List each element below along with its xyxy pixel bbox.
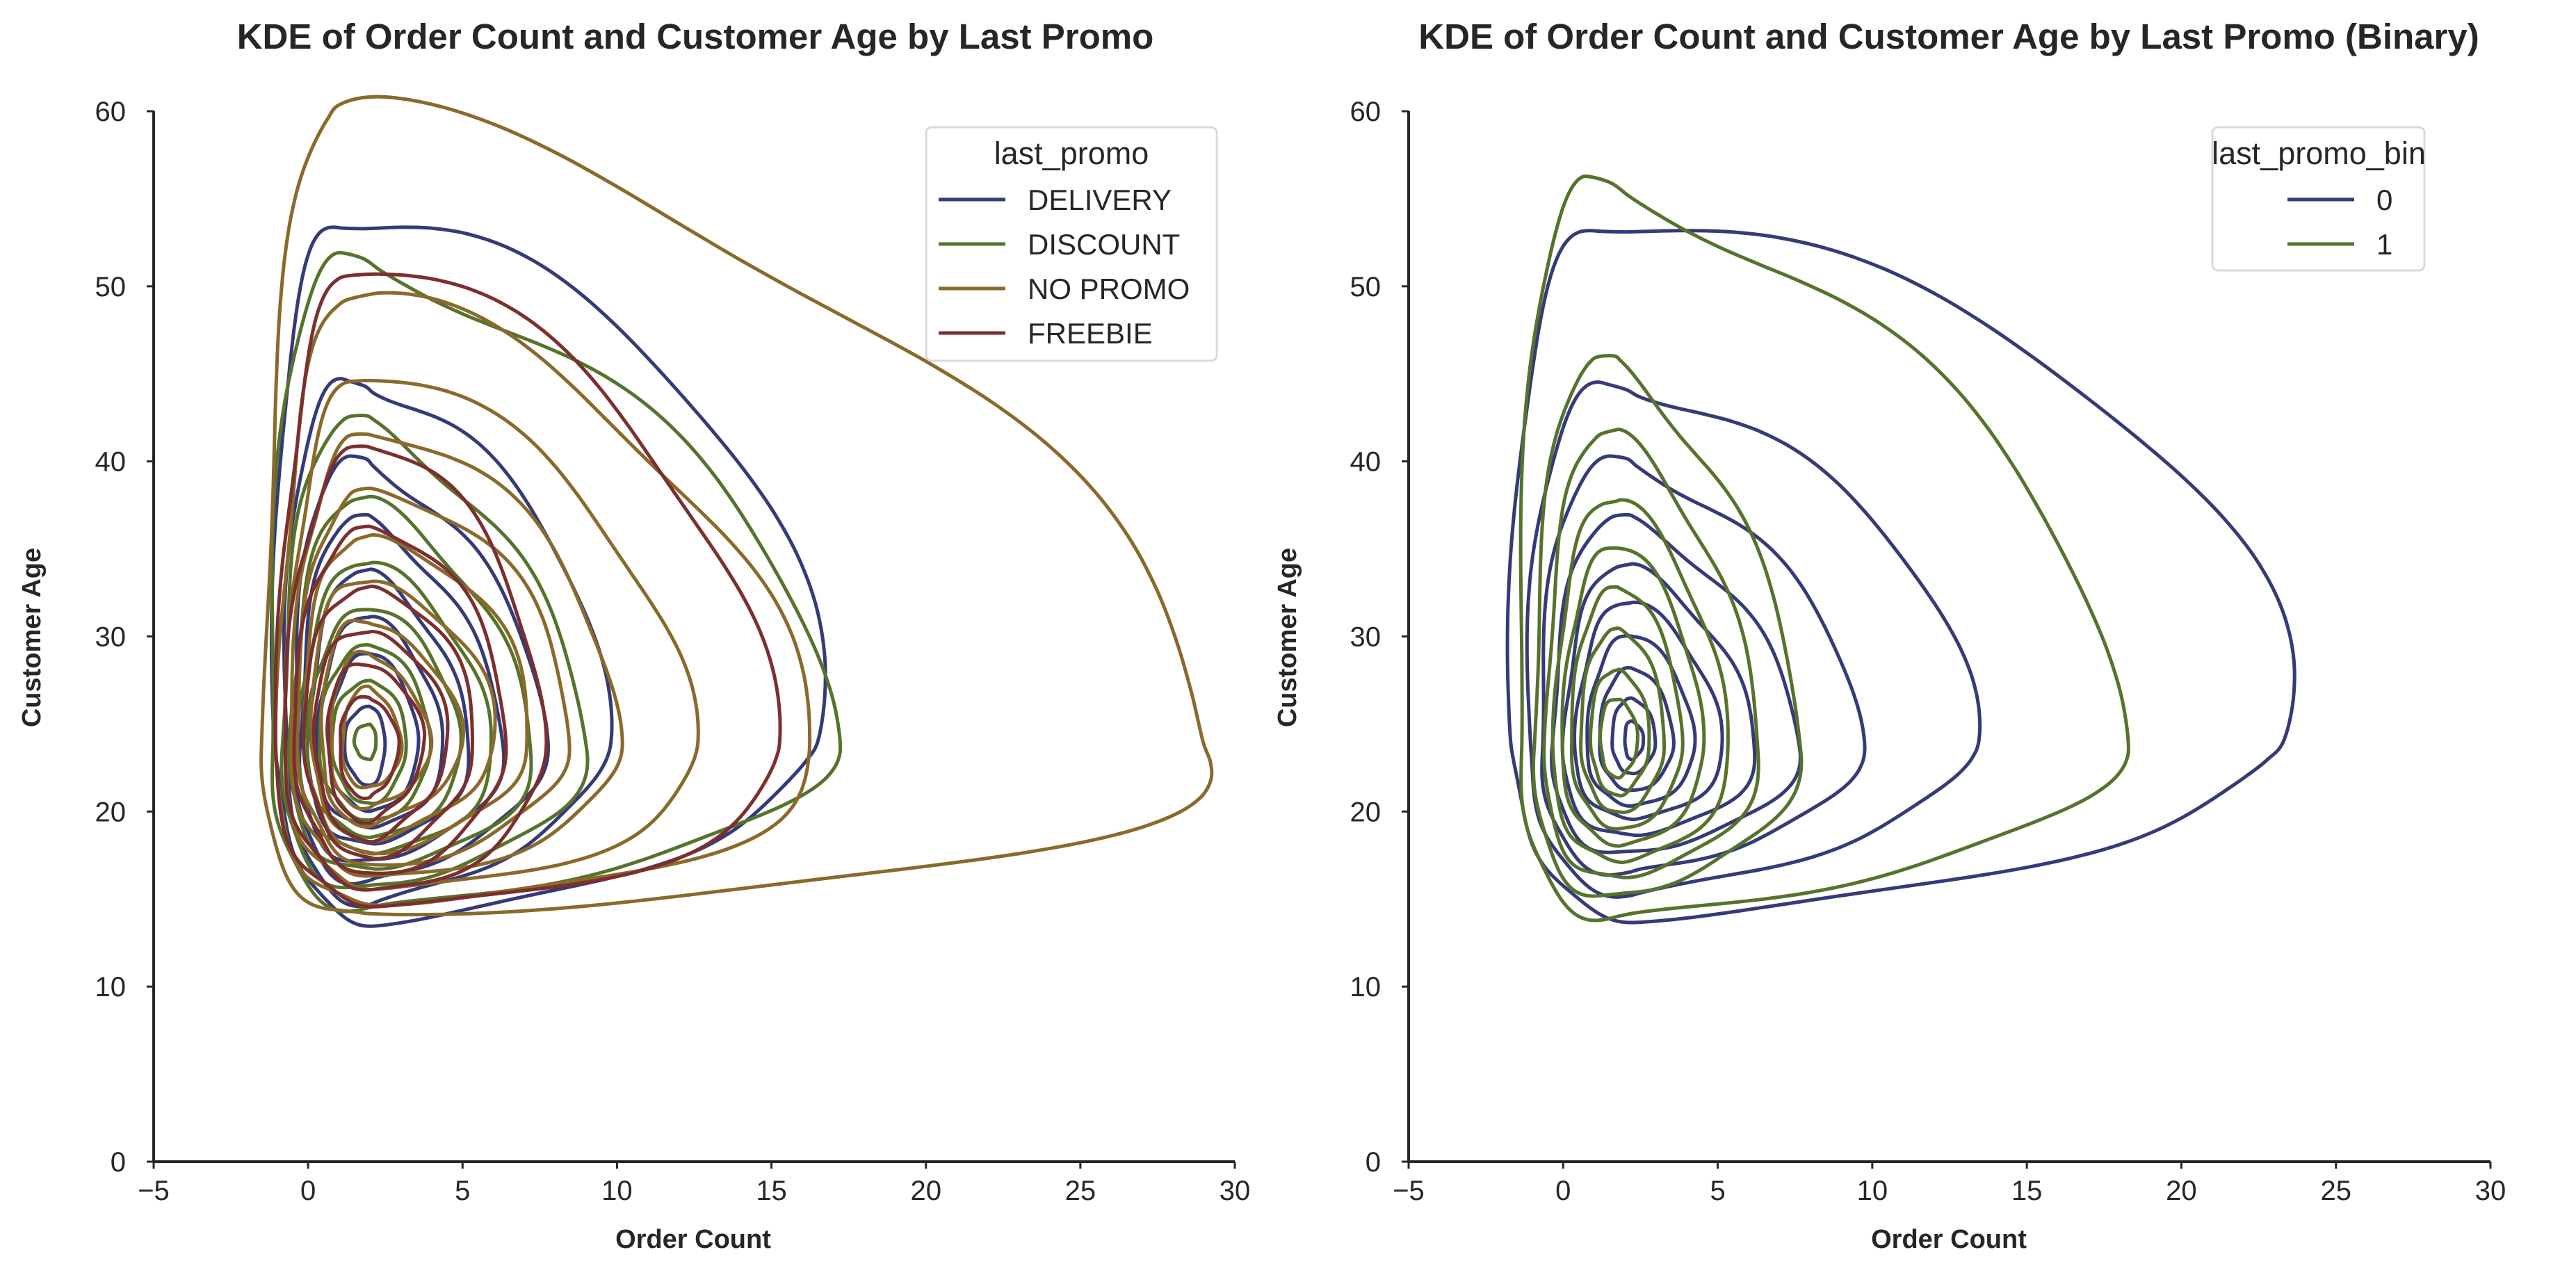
series-0 — [1505, 229, 2296, 925]
x-tick-label: 10 — [601, 1176, 633, 1206]
x-tick-label: −5 — [138, 1176, 170, 1206]
y-tick-label: 0 — [111, 1147, 126, 1178]
contour-no-promo-level-8 — [319, 618, 466, 829]
contour-1-level-1 — [1518, 174, 2130, 923]
legend-items: 01 — [2287, 184, 2392, 261]
contour-freebie-level-3 — [292, 524, 508, 875]
legend: last_promo DELIVERY DISCOUNT NO PROMO FREEB… — [925, 126, 1218, 362]
y-axis-label: Customer Age — [1273, 548, 1302, 727]
legend-item-delivery: DELIVERY — [939, 184, 1172, 216]
legend-label: FREEBIE — [1028, 317, 1153, 350]
legend-label: 1 — [2376, 228, 2392, 261]
legend-item-0: 0 — [2287, 184, 2392, 216]
tick-layer: −5 0 5 10 15 20 25 30 0 10 20 30 40 50 60 — [95, 97, 1251, 1206]
contour-freebie-level-4 — [302, 584, 474, 861]
contour-0-level-3 — [1540, 454, 1867, 877]
y-tick-label: 50 — [1350, 272, 1382, 302]
legend-label: NO PROMO — [1028, 273, 1190, 305]
y-tick-label: 50 — [95, 272, 127, 302]
x-axis-label: Order Count — [615, 1225, 771, 1254]
chart-title: KDE of Order Count and Customer Age by L… — [1418, 17, 2479, 56]
contour-1-level-9 — [1598, 697, 1639, 780]
y-tick-label: 20 — [95, 797, 127, 827]
contour-freebie-level-2 — [283, 444, 549, 892]
contour-0-level-1 — [1505, 229, 2296, 925]
legend-item-no-promo: NO PROMO — [939, 273, 1190, 305]
y-tick-label: 40 — [1350, 447, 1382, 478]
y-tick-label: 40 — [95, 447, 127, 478]
contour-1-level-4 — [1550, 498, 1730, 864]
contour-1-level-8 — [1588, 667, 1651, 798]
x-tick-label: 20 — [2166, 1176, 2197, 1206]
legend-frame — [925, 126, 1218, 362]
x-tick-label: 20 — [910, 1176, 941, 1206]
contour-1-level-5 — [1560, 546, 1706, 848]
legend-item-discount: DISCOUNT — [939, 228, 1180, 261]
y-tick-label: 0 — [1366, 1147, 1381, 1178]
legend-items: DELIVERY DISCOUNT NO PROMO FREEBIE — [939, 184, 1190, 350]
chart-title: KDE of Order Count and Customer Age by L… — [237, 17, 1154, 56]
contour-0-level-2 — [1525, 380, 1982, 899]
legend-item-1: 1 — [2287, 228, 2392, 261]
kde-panel-last-promo-binary: KDE of Order Count and Customer Age by L… — [1273, 17, 2506, 1254]
y-tick-label: 10 — [95, 972, 127, 1002]
contour-freebie-level-6 — [325, 662, 427, 825]
legend-title: last_promo_bin — [2212, 136, 2426, 171]
x-tick-label: 5 — [1710, 1176, 1725, 1206]
x-tick-label: 5 — [455, 1176, 470, 1206]
contour-no-promo-level-5 — [295, 486, 572, 867]
contour-freebie-level-5 — [311, 629, 450, 844]
series-1 — [1518, 174, 2130, 923]
x-tick-label: 25 — [1065, 1176, 1096, 1206]
contour-no-promo-level-9 — [330, 649, 434, 811]
y-tick-label: 20 — [1350, 797, 1382, 827]
contour-discount-level-3 — [287, 494, 533, 871]
x-tick-label: −5 — [1393, 1176, 1425, 1206]
contour-0-level-7 — [1585, 634, 1697, 808]
x-tick-label: 10 — [1857, 1176, 1888, 1206]
legend-title: last_promo — [994, 136, 1149, 171]
series-freebie — [273, 272, 782, 909]
y-tick-label: 60 — [95, 97, 127, 127]
contour-1-level-2 — [1531, 354, 1804, 898]
x-tick-label: 15 — [2011, 1176, 2043, 1206]
contour-1-level-6 — [1570, 585, 1685, 831]
x-tick-label: 0 — [300, 1176, 316, 1206]
contour-no-promo-level-7 — [309, 579, 497, 844]
y-tick-label: 10 — [1350, 972, 1382, 1002]
contour-delivery-level-8 — [343, 704, 387, 787]
x-tick-label: 15 — [756, 1176, 787, 1206]
contour-discount-level-8 — [352, 722, 378, 762]
x-axis-label: Order Count — [1871, 1225, 2027, 1254]
contour-no-promo-level-1 — [259, 95, 1214, 917]
contour-layer — [259, 95, 1214, 928]
contour-freebie-level-7 — [339, 695, 401, 801]
contour-0-level-6 — [1573, 600, 1724, 822]
contour-1-level-7 — [1579, 626, 1667, 814]
contour-no-promo-level-10 — [340, 684, 404, 790]
contour-1-level-3 — [1542, 428, 1760, 879]
contour-delivery-level-4 — [298, 512, 506, 863]
y-tick-label: 30 — [1350, 622, 1382, 653]
legend-label: DISCOUNT — [1028, 228, 1180, 261]
x-tick-label: 30 — [1220, 1176, 1251, 1206]
kde-panel-last-promo: KDE of Order Count and Customer Age by L… — [17, 17, 1250, 1254]
legend-label: DELIVERY — [1028, 184, 1172, 216]
contour-freebie-level-1 — [273, 272, 782, 909]
y-tick-label: 60 — [1350, 97, 1382, 127]
x-tick-label: 30 — [2475, 1176, 2506, 1206]
contour-layer — [1505, 174, 2296, 925]
y-axis-label: Customer Age — [17, 548, 47, 727]
legend-label: 0 — [2376, 184, 2392, 216]
x-tick-label: 25 — [2320, 1176, 2351, 1206]
y-tick-label: 30 — [95, 622, 127, 653]
legend-item-freebie: FREEBIE — [939, 317, 1153, 350]
x-tick-label: 0 — [1555, 1176, 1571, 1206]
legend: last_promo_bin 01 — [2211, 126, 2426, 272]
